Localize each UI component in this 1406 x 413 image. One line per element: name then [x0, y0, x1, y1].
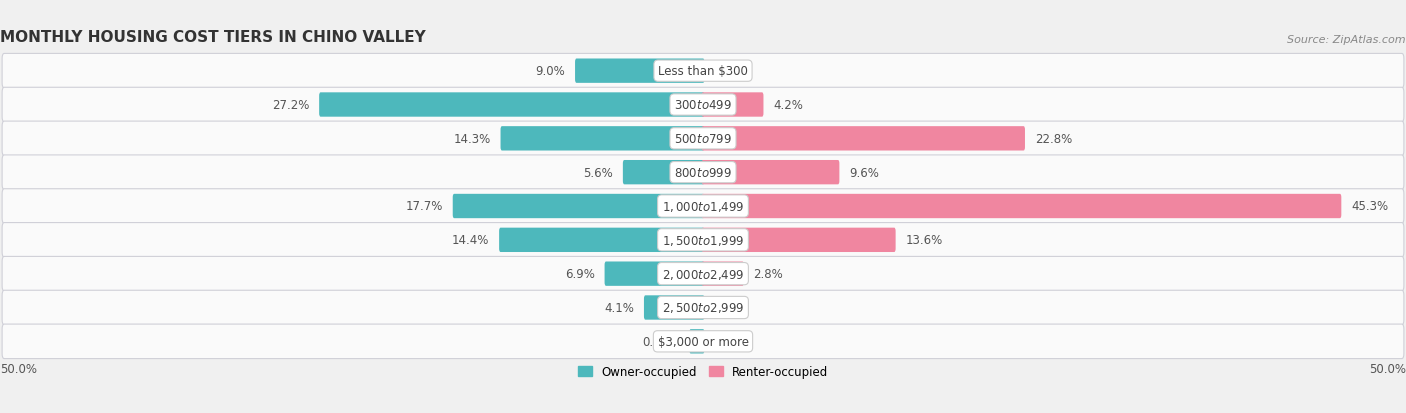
FancyBboxPatch shape [1, 290, 1403, 325]
FancyBboxPatch shape [702, 161, 839, 185]
FancyBboxPatch shape [319, 93, 704, 117]
FancyBboxPatch shape [702, 228, 896, 252]
Text: 22.8%: 22.8% [1035, 133, 1071, 145]
Text: 50.0%: 50.0% [0, 363, 37, 375]
FancyBboxPatch shape [1, 122, 1403, 156]
Text: 14.3%: 14.3% [454, 133, 491, 145]
FancyBboxPatch shape [1, 54, 1403, 89]
FancyBboxPatch shape [1, 257, 1403, 291]
FancyBboxPatch shape [702, 195, 1341, 218]
Text: 14.4%: 14.4% [451, 234, 489, 247]
FancyBboxPatch shape [623, 161, 704, 185]
FancyBboxPatch shape [1, 324, 1403, 359]
Text: $3,000 or more: $3,000 or more [658, 335, 748, 348]
Text: 50.0%: 50.0% [1369, 363, 1406, 375]
Text: 0.0%: 0.0% [714, 301, 744, 314]
Text: 4.1%: 4.1% [605, 301, 634, 314]
Text: 9.6%: 9.6% [849, 166, 879, 179]
Text: 17.7%: 17.7% [405, 200, 443, 213]
Text: $500 to $799: $500 to $799 [673, 133, 733, 145]
FancyBboxPatch shape [689, 329, 704, 354]
FancyBboxPatch shape [1, 88, 1403, 123]
Text: 13.6%: 13.6% [905, 234, 942, 247]
FancyBboxPatch shape [644, 296, 704, 320]
Text: 9.0%: 9.0% [536, 65, 565, 78]
Text: Less than $300: Less than $300 [658, 65, 748, 78]
Text: 45.3%: 45.3% [1351, 200, 1388, 213]
Text: 0.0%: 0.0% [714, 335, 744, 348]
Text: $800 to $999: $800 to $999 [673, 166, 733, 179]
Legend: Owner-occupied, Renter-occupied: Owner-occupied, Renter-occupied [572, 360, 834, 383]
FancyBboxPatch shape [499, 228, 704, 252]
FancyBboxPatch shape [575, 59, 704, 84]
FancyBboxPatch shape [702, 127, 1025, 151]
Text: $2,000 to $2,499: $2,000 to $2,499 [662, 267, 744, 281]
Text: Source: ZipAtlas.com: Source: ZipAtlas.com [1288, 35, 1406, 45]
Text: 0.0%: 0.0% [714, 65, 744, 78]
FancyBboxPatch shape [702, 262, 744, 286]
Text: 2.8%: 2.8% [754, 268, 783, 280]
Text: MONTHLY HOUSING COST TIERS IN CHINO VALLEY: MONTHLY HOUSING COST TIERS IN CHINO VALL… [0, 30, 426, 45]
Text: $1,000 to $1,499: $1,000 to $1,499 [662, 199, 744, 214]
Text: 0.87%: 0.87% [643, 335, 679, 348]
Text: $1,500 to $1,999: $1,500 to $1,999 [662, 233, 744, 247]
Text: 6.9%: 6.9% [565, 268, 595, 280]
Text: $300 to $499: $300 to $499 [673, 99, 733, 112]
FancyBboxPatch shape [453, 195, 704, 218]
FancyBboxPatch shape [501, 127, 704, 151]
FancyBboxPatch shape [1, 189, 1403, 224]
FancyBboxPatch shape [1, 156, 1403, 190]
FancyBboxPatch shape [702, 93, 763, 117]
Text: 4.2%: 4.2% [773, 99, 803, 112]
Text: $2,500 to $2,999: $2,500 to $2,999 [662, 301, 744, 315]
FancyBboxPatch shape [1, 223, 1403, 257]
Text: 5.6%: 5.6% [583, 166, 613, 179]
Text: 27.2%: 27.2% [271, 99, 309, 112]
FancyBboxPatch shape [605, 262, 704, 286]
